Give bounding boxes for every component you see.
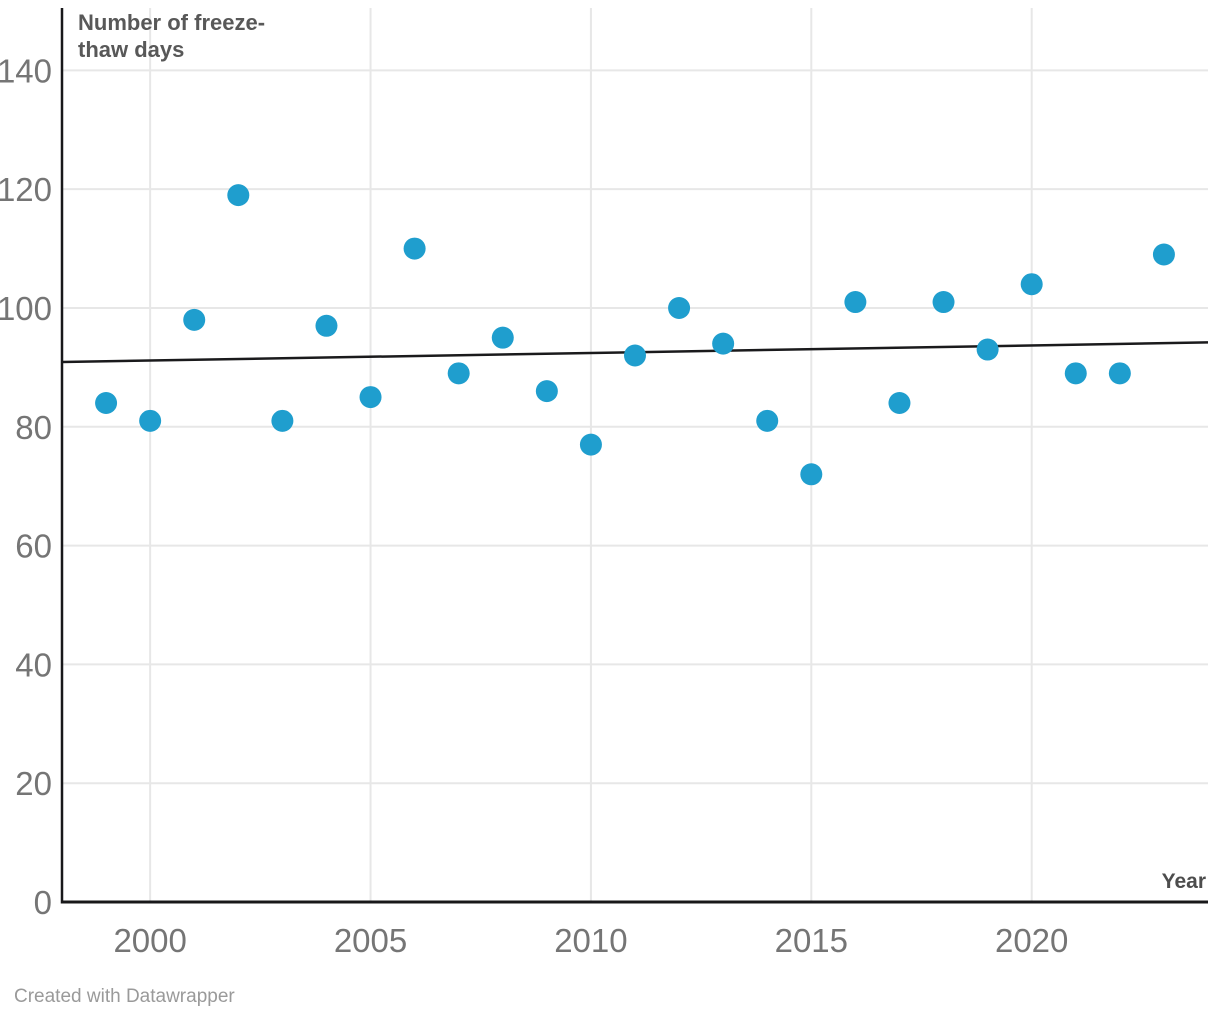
data-point[interactable] [447,362,470,385]
data-point[interactable] [932,291,955,314]
y-tick-label: 100 [0,290,52,327]
data-point[interactable] [844,291,867,314]
data-point[interactable] [756,409,779,432]
x-tick-label: 2010 [554,922,627,959]
y-axis-title-line2: thaw days [78,37,184,62]
x-tick-label: 2000 [113,922,186,959]
data-point[interactable] [535,380,558,403]
data-point[interactable] [183,308,206,331]
data-point[interactable] [1020,273,1043,296]
data-point[interactable] [491,326,514,349]
data-point[interactable] [976,338,999,361]
data-point[interactable] [95,392,118,415]
gridlines [62,8,1208,902]
x-tick-label: 2015 [775,922,848,959]
tick-labels-layer: 0 20 40 60 80 100 120 140 2000 2005 2010 2015 2020 [0,52,1068,959]
x-tick-label: 2020 [995,922,1068,959]
data-point[interactable] [1108,362,1131,385]
y-tick-label: 120 [0,171,52,208]
y-tick-label: 20 [15,765,52,802]
datawrapper-attribution[interactable]: Created with Datawrapper [14,986,235,1007]
y-tick-label: 60 [15,528,52,565]
y-tick-label: 40 [15,646,52,683]
y-tick-label: 0 [34,884,52,921]
data-point[interactable] [668,296,691,319]
y-tick-label: 140 [0,52,52,89]
data-point[interactable] [359,386,382,409]
x-tick-label: 2005 [334,922,407,959]
data-point[interactable] [800,463,823,486]
data-point[interactable] [227,184,250,207]
y-tick-label: 80 [15,409,52,446]
data-point[interactable] [579,433,602,456]
data-point[interactable] [139,409,162,432]
data-point[interactable] [315,314,338,337]
axes [60,8,1208,904]
data-point[interactable] [1064,362,1087,385]
data-point[interactable] [1152,243,1175,266]
data-point[interactable] [403,237,426,260]
data-point[interactable] [712,332,735,355]
data-point[interactable] [271,409,294,432]
data-point[interactable] [624,344,646,367]
data-point[interactable] [888,392,911,415]
y-axis-title-line1: Number of freeze- [78,10,265,35]
x-axis-title: Year [1162,870,1206,893]
data-points-layer [95,184,1175,486]
